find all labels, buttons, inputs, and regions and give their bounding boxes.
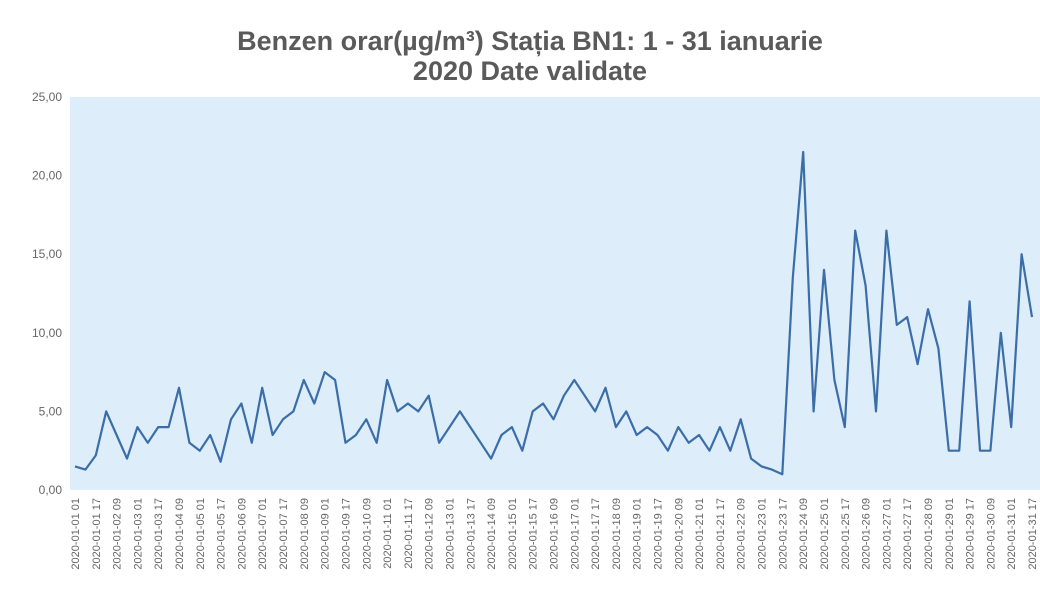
x-tick-label: 2020-01-22 09	[736, 498, 748, 570]
x-tick-label: 2020-01-09 17	[340, 498, 352, 570]
x-tick-label: 2020-01-29 01	[944, 498, 956, 570]
y-tick-label: 20,00	[32, 169, 62, 183]
y-tick-label: 15,00	[32, 247, 62, 261]
plot-area	[70, 97, 1040, 490]
x-tick-label: 2020-01-21 17	[715, 498, 727, 570]
x-tick-label: 2020-01-25 01	[819, 498, 831, 570]
x-tick-label: 2020-01-06 09	[236, 498, 248, 570]
x-tick-label: 2020-01-28 09	[923, 498, 935, 570]
x-tick-label: 2020-01-05 01	[195, 498, 207, 570]
x-tick-label: 2020-01-03 01	[132, 498, 144, 570]
x-tick-label: 2020-01-05 17	[216, 498, 228, 570]
x-tick-label: 2020-01-11 17	[403, 498, 415, 569]
x-tick-label: 2020-01-30 09	[985, 498, 997, 570]
x-tick-label: 2020-01-21 01	[694, 498, 706, 570]
x-tick-label: 2020-01-23 01	[757, 498, 769, 570]
x-tick-label: 2020-01-15 01	[507, 498, 519, 570]
y-tick-label: 25,00	[32, 90, 62, 104]
x-tick-label: 2020-01-23 17	[777, 498, 789, 570]
x-tick-label: 2020-01-07 17	[278, 498, 290, 570]
x-tick-label: 2020-01-15 17	[528, 498, 540, 570]
x-tick-label: 2020-01-01 01	[70, 498, 82, 570]
x-tick-label: 2020-01-17 17	[590, 498, 602, 570]
x-tick-label: 2020-01-04 09	[174, 498, 186, 570]
x-tick-label: 2020-01-12 09	[424, 498, 436, 570]
x-tick-label: 2020-01-08 09	[299, 498, 311, 570]
x-tick-label: 2020-01-10 09	[361, 498, 373, 570]
x-tick-label: 2020-01-18 09	[611, 498, 623, 570]
x-tick-label: 2020-01-09 01	[320, 498, 332, 570]
x-tick-label: 2020-01-17 01	[569, 498, 581, 570]
x-tick-label: 2020-01-03 17	[153, 498, 165, 570]
x-tick-label: 2020-01-31 17	[1027, 498, 1039, 570]
x-tick-label: 2020-01-13 17	[465, 498, 477, 570]
data-line	[74, 150, 1034, 476]
x-tick-label: 2020-01-24 09	[798, 498, 810, 570]
x-tick-label: 2020-01-01 17	[91, 498, 103, 570]
x-tick-label: 2020-01-16 09	[549, 498, 561, 570]
chart-title: 2020 Date validate	[413, 56, 647, 86]
x-tick-label: 2020-01-13 01	[444, 498, 456, 570]
y-tick-label: 5,00	[39, 404, 63, 418]
x-tick-label: 2020-01-02 09	[112, 498, 124, 570]
y-tick-label: 0,00	[39, 483, 63, 497]
x-tick-label: 2020-01-25 17	[840, 498, 852, 570]
x-tick-label: 2020-01-29 17	[965, 498, 977, 570]
x-tick-label: 2020-01-27 01	[881, 498, 893, 570]
y-tick-label: 10,00	[32, 326, 62, 340]
x-tick-label: 2020-01-14 09	[486, 498, 498, 570]
x-tick-label: 2020-01-19 01	[632, 498, 644, 570]
chart-title: Benzen orar(µg/m³) Stația BN1: 1 - 31 ia…	[237, 26, 823, 56]
x-tick-label: 2020-01-31 01	[1006, 498, 1018, 570]
x-tick-label: 2020-01-19 17	[653, 498, 665, 570]
x-tick-label: 2020-01-26 09	[861, 498, 873, 570]
x-tick-label: 2020-01-27 17	[902, 498, 914, 570]
x-tick-label: 2020-01-20 09	[673, 498, 685, 570]
x-tick-label: 2020-01-07 01	[257, 498, 269, 570]
x-tick-label: 2020-01-11 01	[382, 498, 394, 569]
